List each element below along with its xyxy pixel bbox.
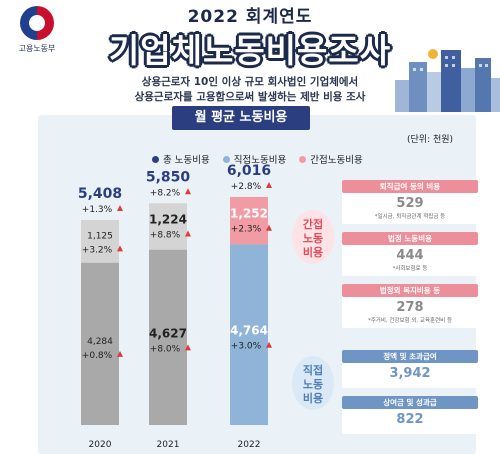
chart-legend: 총 노동비용 직접노동비용 간접노동비용 (152, 152, 373, 166)
total-change-label-2022-arrow-icon (266, 182, 272, 188)
indirect-change-label-2020-arrow-icon (117, 245, 123, 252)
total-value-label-2021: 5,850 (146, 169, 191, 185)
indirect-change-label-2021: +8.8% (150, 230, 181, 240)
x-tick-label-2022: 2022 (238, 440, 261, 450)
side-item-wages: 정액 및 초과급여 3,942 (342, 350, 478, 388)
subtitle-line-2: 상용근로자를 고용함으로써 발생하는 제반 비용 조사 (134, 91, 366, 103)
fiscal-year-title: 2022 회계연도 (187, 7, 313, 27)
x-tick-label-2020: 2020 (89, 440, 112, 450)
indirect-cost-tag: 간접 노동 비용 (302, 218, 324, 259)
side-item-title: 퇴직급여 등의 비용 (342, 180, 478, 193)
legend-item-indirect: 간접노동비용 (299, 152, 363, 166)
side-item-value: 529 (396, 196, 424, 211)
total-change-label-2020: +1.3% (82, 205, 113, 215)
page-title: 기업체노동비용조사 (108, 31, 392, 70)
side-item-value: 3,942 (389, 366, 431, 381)
total-change-label-2020-arrow-icon (117, 205, 123, 212)
total-value-label-2020: 5,408 (78, 186, 122, 202)
ministry-name: 고용노동부 (18, 44, 56, 53)
section-title: 월 평균 노동비용 (172, 106, 310, 130)
direct-change-label-2020-arrow-icon (117, 350, 123, 357)
side-item-value: 822 (396, 412, 424, 427)
unit-label: (단위: 천원) (407, 135, 454, 145)
bar-indirect-2021 (149, 203, 187, 250)
direct-value-label-2021: 4,627 (149, 326, 187, 340)
legend-item-total: 총 노동비용 (152, 152, 210, 166)
side-item-bonus: 상여금 및 성과급 822 (342, 396, 478, 434)
side-item-retirement: 퇴직급여 등의 비용 529 *일시금, 퇴직금관계 적립금 등 (342, 180, 478, 224)
side-item-title: 법정외 복지비용 등 (342, 284, 478, 297)
indirect-change-label-2020: +3.2% (82, 245, 113, 255)
direct-value-label-2022: 4,764 (230, 324, 268, 338)
subtitle-line-1: 상용근로자 10인 이상 규모 회사법인 기업체에서 (141, 76, 359, 88)
side-item-note: *사회보험료 등 (392, 266, 428, 272)
x-tick-label-2021: 2021 (157, 440, 180, 450)
taegeuk-emblem-icon (20, 6, 54, 40)
total-value-label-2022: 6,016 (227, 163, 271, 179)
bar-direct-2022 (230, 244, 268, 425)
total-change-label-2021: +8.2% (150, 188, 181, 198)
side-item-title: 법정 노동비용 (342, 232, 478, 245)
bar-indirect-2020 (81, 220, 119, 263)
direct-change-label-2021-arrow-icon (185, 344, 191, 351)
direct-cost-tag: 직접 노동 비용 (302, 364, 324, 405)
side-item-value: 278 (396, 300, 424, 315)
bar-indirect-2022 (230, 197, 268, 245)
indirect-tag-bg (292, 210, 334, 264)
ministry-logo: 고용노동부 (6, 6, 68, 54)
direct-change-label-2022: +3.0% (231, 342, 262, 352)
total-change-label-2022: +2.8% (231, 182, 262, 192)
total-change-label-2021-arrow-icon (185, 188, 191, 195)
side-item-welfare: 법정외 복지비용 등 278 *주거비, 건강보험 외, 교육훈련비 등 (342, 284, 478, 328)
direct-change-label-2022-arrow-icon (266, 341, 272, 348)
legend-item-direct: 직접노동비용 (222, 152, 286, 166)
city-skyline-icon (395, 49, 500, 112)
direct-change-label-2021: +8.0% (150, 344, 181, 354)
side-item-title: 정액 및 초과급여 (342, 350, 478, 363)
direct-tag-bg (292, 356, 334, 410)
bar-direct-2020 (81, 262, 119, 425)
indirect-change-label-2022-arrow-icon (266, 224, 272, 231)
bar-direct-2021 (149, 249, 187, 425)
direct-change-label-2020: +0.8% (82, 351, 113, 361)
side-item-value: 444 (396, 248, 424, 263)
side-item-note: *주거비, 건강보험 외, 교육훈련비 등 (367, 318, 453, 324)
indirect-change-label-2021-arrow-icon (185, 230, 191, 237)
indirect-value-label-2022: 1,252 (230, 207, 268, 221)
indirect-change-label-2022: +2.3% (231, 225, 262, 235)
side-item-legal: 법정 노동비용 444 *사회보험료 등 (342, 232, 478, 276)
side-item-note: *일시금, 퇴직금관계 적립금 등 (374, 214, 446, 220)
direct-value-label-2020: 4,284 (87, 337, 113, 347)
indirect-value-label-2020: 1,125 (87, 231, 113, 241)
side-item-title: 상여금 및 성과급 (342, 396, 478, 409)
indirect-value-label-2021: 1,224 (149, 212, 187, 226)
